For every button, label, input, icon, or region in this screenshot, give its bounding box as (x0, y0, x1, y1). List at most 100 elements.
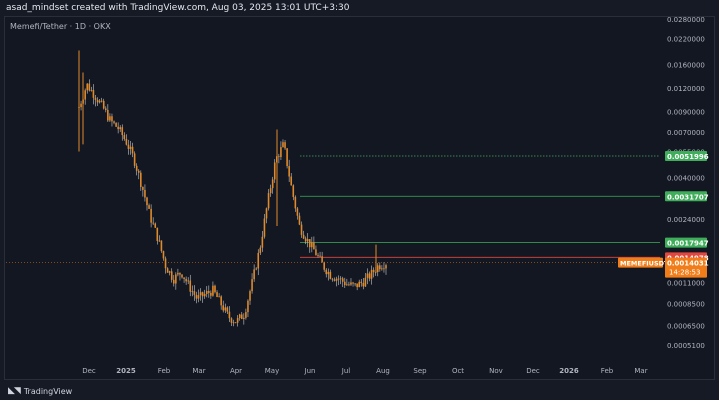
candle-body (181, 274, 183, 278)
candle-body (84, 90, 86, 100)
candle-body (210, 292, 212, 296)
candle-body (189, 280, 192, 292)
y-tick-label: 0.0011000 (667, 279, 705, 287)
candle-body (94, 97, 97, 100)
candle-body (350, 282, 352, 285)
candle-body (280, 147, 282, 158)
candle-body (150, 208, 152, 223)
candle-body (160, 240, 163, 252)
symbol-title: Memefi/Tether · 1D · OKX (10, 22, 111, 31)
x-tick-label: 2026 (559, 367, 579, 375)
candle-body (286, 148, 288, 167)
candle-body (356, 283, 358, 288)
x-tick-label: Nov (489, 367, 503, 375)
tradingview-branding[interactable]: ◣◥ TradingView (8, 385, 72, 397)
candle-body (333, 279, 336, 281)
candle-body (107, 109, 109, 121)
candle-body (187, 280, 190, 282)
candle-body (234, 322, 237, 324)
candle-body (162, 251, 165, 259)
candle-body (212, 285, 214, 296)
candle-body (238, 314, 241, 319)
x-tick-label: Sep (413, 367, 427, 375)
candle-body (156, 227, 159, 241)
candle-body (179, 272, 181, 275)
candle-body (282, 142, 284, 148)
candle-body (278, 156, 280, 158)
candle-body (172, 279, 175, 284)
candle-body (343, 281, 346, 286)
candle-body (100, 100, 103, 102)
candle-body (214, 285, 216, 293)
price-badges: 0.00519960.00317070.00179470.0014978MEME… (618, 151, 709, 278)
candle-body (224, 307, 227, 311)
last-price-badge (665, 257, 707, 278)
candle-body (88, 83, 91, 91)
level-badge (665, 151, 707, 162)
candle-body (135, 165, 138, 171)
candle-body (269, 188, 272, 194)
countdown-timer: 14:28:53 (669, 269, 700, 277)
candle-body (86, 83, 89, 91)
candle-body (104, 108, 107, 110)
candle-body (216, 292, 218, 298)
x-axis: Dec 2025 Feb Mar Apr May Jun Jul Aug Sep Oct Nov Dec… (82, 367, 647, 375)
candle-body (123, 135, 126, 139)
y-tick-label: 0.0120000 (667, 85, 705, 93)
candle-body (245, 312, 247, 318)
x-tick-label: 2025 (116, 367, 136, 375)
y-tick-label: 0.0008500 (667, 300, 705, 308)
candle-body (308, 239, 311, 248)
candle-body (249, 291, 251, 301)
symbol-badge-label: MEMEFIUSDT (620, 260, 669, 268)
candle-body (193, 291, 196, 295)
candle-body (354, 283, 356, 285)
candle-body (315, 249, 317, 256)
candle-series (78, 50, 387, 327)
candle-body (98, 100, 101, 103)
candle-body (117, 126, 119, 130)
candle-body (263, 218, 266, 237)
candle-body (296, 208, 299, 216)
candle-body (348, 284, 350, 286)
x-tick-label: Feb (158, 367, 171, 375)
candle-body (360, 281, 363, 284)
symbol-badge (618, 257, 663, 268)
candle-body (148, 205, 150, 209)
candle-body (146, 197, 148, 206)
footer-strip (0, 380, 719, 400)
x-tick-label: Jul (341, 367, 351, 375)
candle-body (381, 268, 383, 270)
candle-body (115, 122, 117, 127)
candle-body (362, 283, 365, 287)
x-tick-label: Dec (82, 367, 96, 375)
candle-body (92, 89, 95, 98)
candle-body (302, 234, 305, 239)
candle-body (352, 282, 354, 284)
x-tick-label: Apr (230, 367, 242, 375)
candle-body (205, 291, 208, 294)
level-badge (665, 237, 707, 248)
candle-body (251, 279, 253, 292)
candle-body (327, 271, 330, 275)
candle-body (154, 223, 157, 228)
candle-body (300, 224, 303, 235)
y-tick-label: 0.0160000 (667, 62, 705, 70)
candle-body (90, 89, 93, 91)
candle-body (267, 193, 270, 209)
last-price-value: 0.0014031 (667, 260, 709, 268)
candle-body (183, 277, 185, 279)
level-badge (665, 191, 707, 202)
level-badge-label: 0.0017947 (667, 240, 709, 248)
y-tick-label: 0.0006500 (667, 322, 705, 330)
candle-body (109, 116, 111, 121)
chart-frame (4, 16, 715, 380)
candle-body (226, 307, 229, 312)
candle-body (133, 153, 136, 166)
candle-body (379, 265, 381, 270)
candle-body (383, 268, 385, 270)
candle-body (129, 146, 132, 149)
candle-body (321, 256, 323, 263)
candle-body (341, 278, 344, 282)
